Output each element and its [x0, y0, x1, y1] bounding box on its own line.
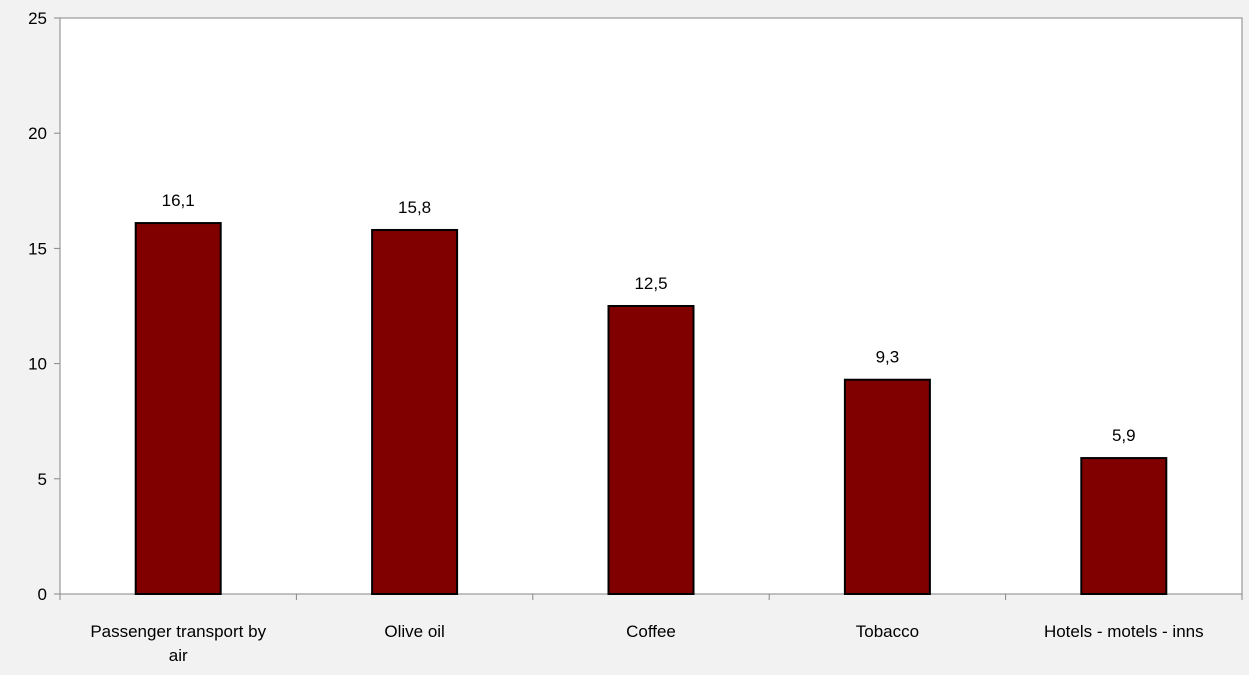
y-axis: 0 5 10 15 20 25 — [28, 9, 60, 604]
data-label: 15,8 — [398, 198, 431, 217]
y-tick-label: 20 — [28, 124, 47, 143]
x-axis: Passenger transport by air Olive oil Coffee… — [59, 594, 1243, 665]
bar — [371, 228, 459, 596]
bar — [1080, 457, 1168, 595]
bar — [607, 305, 695, 595]
y-tick-label: 10 — [28, 355, 47, 374]
category-label: Coffee — [626, 622, 676, 641]
category-label: Hotels - motels - inns — [1044, 622, 1204, 641]
data-label: 5,9 — [1112, 426, 1136, 445]
bar — [843, 378, 931, 595]
y-tick-label: 15 — [28, 239, 47, 258]
category-label: Olive oil — [384, 622, 444, 641]
data-label: 16,1 — [162, 191, 195, 210]
category-label: Tobacco — [856, 622, 919, 641]
y-tick-label: 25 — [28, 9, 47, 28]
data-label: 9,3 — [876, 348, 900, 367]
data-labels: 16,1 15,8 12,5 9,3 5,9 — [162, 191, 1136, 445]
y-tick-label: 5 — [38, 470, 47, 489]
category-label: air — [169, 646, 188, 665]
category-label: Passenger transport by — [90, 622, 266, 641]
y-tick-label: 0 — [38, 585, 47, 604]
data-label: 12,5 — [634, 274, 667, 293]
bars — [134, 222, 1168, 596]
bar — [134, 222, 222, 595]
